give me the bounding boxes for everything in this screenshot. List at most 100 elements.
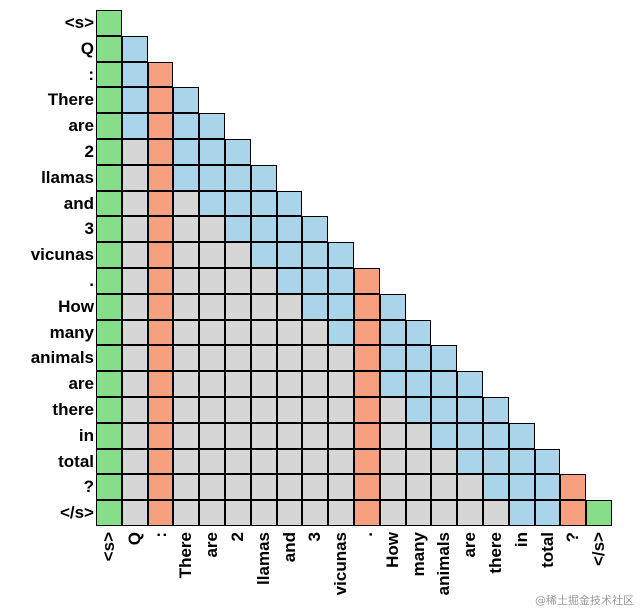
attention-cell — [302, 319, 329, 346]
attention-cell — [173, 474, 200, 501]
attention-cell — [405, 448, 432, 475]
attention-cell — [379, 293, 406, 320]
attention-cell — [534, 474, 561, 501]
attention-cell — [199, 345, 225, 372]
attention-cell — [147, 87, 174, 114]
attention-cell — [225, 397, 251, 423]
row-label: llamas — [41, 167, 94, 187]
attention-cell — [121, 293, 148, 320]
attention-cell — [173, 397, 200, 423]
attention-cell — [96, 474, 122, 501]
row-label: are — [68, 116, 94, 136]
attention-cell — [173, 242, 200, 268]
attention-cell — [225, 190, 251, 217]
attention-cell — [379, 345, 406, 372]
attention-cell — [379, 371, 406, 397]
attention-cell — [328, 422, 354, 449]
attention-cell — [147, 448, 174, 475]
attention-cell — [199, 268, 225, 294]
attention-cell — [534, 500, 561, 526]
column-label: 2 — [228, 532, 247, 542]
attention-cell — [121, 139, 148, 165]
attention-cell — [225, 474, 251, 501]
attention-cell — [96, 345, 122, 372]
attention-cell — [96, 216, 122, 243]
attention-cell — [199, 216, 225, 243]
column-label: are — [460, 532, 480, 558]
attention-cell — [173, 216, 200, 243]
attention-cell — [276, 268, 303, 294]
attention-cell — [250, 448, 277, 475]
attention-cell — [483, 422, 509, 449]
row-label: </s> — [59, 503, 94, 523]
attention-cell — [328, 319, 354, 346]
column-label: : — [150, 532, 170, 538]
attention-cell — [121, 448, 148, 475]
attention-cell — [328, 345, 354, 372]
attention-cell — [508, 448, 535, 475]
attention-cell — [225, 164, 251, 191]
attention-cell — [560, 474, 587, 501]
attention-cell — [302, 474, 329, 501]
attention-cell — [302, 268, 329, 294]
attention-cell — [225, 293, 251, 320]
attention-cell — [276, 474, 303, 501]
attention-cell — [328, 474, 354, 501]
attention-cell — [483, 500, 509, 526]
attention-cell — [431, 371, 458, 397]
attention-cell — [121, 319, 148, 346]
attention-cell — [173, 268, 200, 294]
attention-cell — [121, 190, 148, 217]
attention-cell — [96, 35, 122, 62]
row-label: There — [47, 90, 94, 110]
row-label: 2 — [84, 142, 94, 161]
attention-cell — [199, 293, 225, 320]
column-label: There — [176, 532, 196, 579]
attention-cell — [276, 242, 303, 268]
attention-cell — [96, 139, 122, 165]
attention-cell — [508, 474, 535, 501]
attention-cell — [96, 448, 122, 475]
attention-cell — [225, 242, 251, 268]
attention-cell — [354, 397, 380, 423]
attention-cell — [250, 190, 277, 217]
row-label: How — [58, 296, 94, 316]
attention-cell — [225, 448, 251, 475]
attention-cell — [121, 242, 148, 268]
row-label: Q — [80, 38, 94, 58]
attention-cell — [147, 164, 174, 191]
attention-cell — [199, 474, 225, 501]
attention-cell — [225, 371, 251, 397]
attention-cell — [199, 113, 225, 139]
attention-cell — [379, 397, 406, 423]
attention-cell — [121, 164, 148, 191]
attention-cell — [379, 474, 406, 501]
attention-cell — [121, 35, 148, 62]
column-label: Q — [124, 532, 144, 546]
attention-cell — [147, 371, 174, 397]
attention-cell — [431, 448, 458, 475]
attention-cell — [379, 319, 406, 346]
attention-cell — [147, 242, 174, 268]
row-label: vicunas — [30, 245, 94, 265]
attention-cell — [354, 319, 380, 346]
attention-cell — [96, 242, 122, 268]
attention-cell — [276, 216, 303, 243]
attention-cell — [250, 500, 277, 526]
attention-cell — [328, 242, 354, 268]
attention-cell — [483, 397, 509, 423]
attention-cell — [276, 448, 303, 475]
row-label: : — [88, 64, 94, 84]
attention-cell — [586, 500, 612, 526]
attention-cell — [225, 216, 251, 243]
attention-cell — [121, 216, 148, 243]
attention-cell — [560, 500, 587, 526]
attention-cell — [96, 319, 122, 346]
attention-cell — [96, 164, 122, 191]
attention-cell — [354, 345, 380, 372]
attention-cell — [173, 113, 200, 139]
watermark: @稀土掘金技术社区 — [535, 594, 634, 607]
attention-cell — [147, 113, 174, 139]
attention-cell — [250, 397, 277, 423]
